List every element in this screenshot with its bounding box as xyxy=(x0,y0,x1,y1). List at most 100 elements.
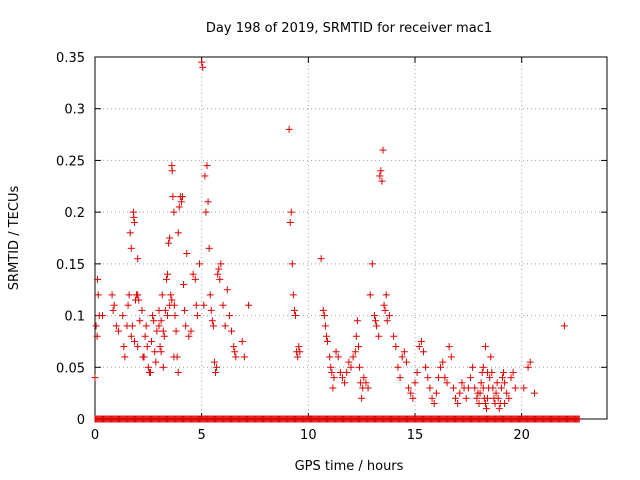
data-point xyxy=(157,348,165,356)
data-point xyxy=(511,384,519,392)
data-point xyxy=(127,244,135,252)
data-point xyxy=(407,389,415,397)
data-point xyxy=(458,379,466,387)
data-point xyxy=(366,291,374,299)
data-point xyxy=(417,337,425,345)
data-point xyxy=(498,374,506,382)
data-point xyxy=(322,332,330,340)
data-point xyxy=(167,291,175,299)
data-point xyxy=(196,260,204,268)
data-point xyxy=(294,353,302,361)
data-point xyxy=(128,322,136,330)
data-point xyxy=(382,291,390,299)
data-point xyxy=(189,270,197,278)
data-point xyxy=(326,353,334,361)
data-point xyxy=(428,394,436,402)
y-tick-label: 0.1 xyxy=(64,310,85,325)
data-point xyxy=(349,353,357,361)
data-point xyxy=(212,368,220,376)
data-point xyxy=(152,358,160,366)
data-point xyxy=(501,379,509,387)
data-point xyxy=(288,260,296,268)
data-point xyxy=(524,363,532,371)
data-point xyxy=(526,358,534,366)
data-point xyxy=(94,291,102,299)
data-point xyxy=(228,327,236,335)
data-point xyxy=(497,384,505,392)
data-point xyxy=(434,374,442,382)
x-tick-label: 15 xyxy=(407,428,424,443)
data-point xyxy=(320,312,328,320)
data-point xyxy=(178,193,186,201)
data-point xyxy=(216,275,224,283)
data-point xyxy=(343,368,351,376)
data-point xyxy=(290,306,298,314)
data-point xyxy=(151,348,159,356)
data-point xyxy=(156,343,164,351)
data-point xyxy=(140,353,148,361)
data-point xyxy=(530,389,538,397)
data-point xyxy=(341,379,349,387)
data-point xyxy=(430,399,438,407)
data-point xyxy=(165,239,173,247)
data-point xyxy=(205,244,213,252)
data-point xyxy=(471,384,479,392)
data-point xyxy=(332,348,340,356)
data-point xyxy=(474,389,482,397)
data-point xyxy=(240,353,248,361)
data-point xyxy=(415,343,423,351)
data-point xyxy=(381,306,389,314)
data-point xyxy=(356,363,364,371)
data-point xyxy=(481,343,489,351)
data-point xyxy=(362,379,370,387)
y-tick-label: 0.2 xyxy=(64,206,85,221)
data-point xyxy=(166,234,174,242)
data-point xyxy=(146,368,154,376)
data-point xyxy=(358,394,366,402)
data-point xyxy=(317,255,325,263)
y-tick-label: 0.15 xyxy=(56,258,85,273)
data-point xyxy=(193,312,201,320)
data-point xyxy=(500,368,508,376)
data-point xyxy=(477,379,485,387)
data-point xyxy=(110,301,118,309)
data-point xyxy=(330,374,338,382)
data-point xyxy=(473,394,481,402)
data-point xyxy=(162,275,170,283)
data-point xyxy=(160,332,168,340)
y-tick-label: 0 xyxy=(77,413,85,428)
data-point xyxy=(373,322,381,330)
data-point xyxy=(157,317,165,325)
data-point xyxy=(479,363,487,371)
data-point xyxy=(432,389,440,397)
data-point xyxy=(503,389,511,397)
data-point xyxy=(130,337,138,345)
data-point xyxy=(148,337,156,345)
data-point xyxy=(396,374,404,382)
data-point xyxy=(368,260,376,268)
x-axis-label: GPS time / hours xyxy=(295,459,404,474)
data-point xyxy=(161,306,169,314)
data-point xyxy=(182,322,190,330)
data-point xyxy=(378,177,386,185)
data-point xyxy=(208,317,216,325)
data-point xyxy=(199,63,207,71)
data-point xyxy=(370,312,378,320)
data-point xyxy=(230,343,238,351)
data-point xyxy=(328,368,336,376)
data-point xyxy=(201,172,209,180)
data-point xyxy=(286,218,294,226)
data-point xyxy=(338,374,346,382)
data-point xyxy=(225,312,233,320)
data-point xyxy=(169,193,177,201)
data-point xyxy=(130,218,138,226)
data-point xyxy=(134,255,142,263)
data-point xyxy=(206,291,214,299)
data-point xyxy=(292,312,300,320)
data-point xyxy=(198,58,206,66)
data-point xyxy=(409,394,417,402)
data-point xyxy=(445,343,453,351)
x-tick-label: 5 xyxy=(198,428,206,443)
x-tick-label: 20 xyxy=(513,428,530,443)
data-point xyxy=(203,162,211,170)
